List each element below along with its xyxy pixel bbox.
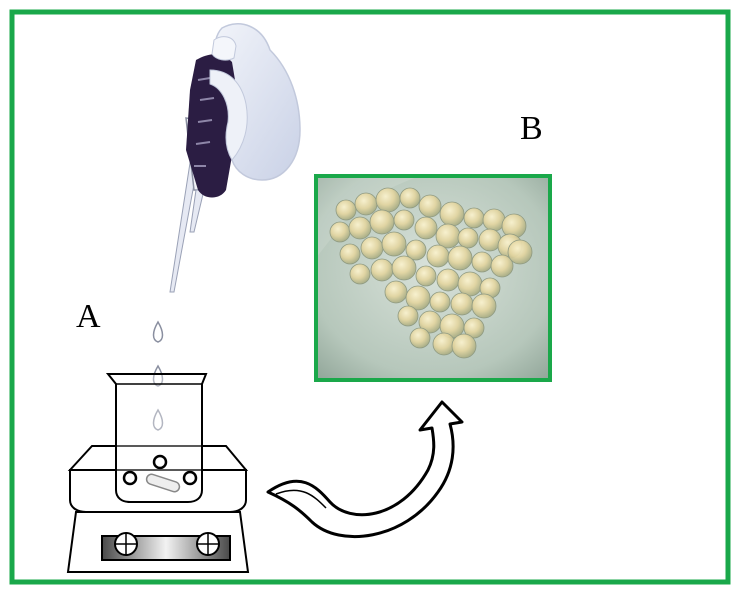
- outer-frame: [9, 9, 731, 585]
- hydrogel-bead: [348, 216, 372, 240]
- photo-frame: [314, 174, 552, 382]
- hydrogel-bead: [384, 280, 408, 304]
- hydrogel-bead: [457, 227, 479, 249]
- panel-label-a: A: [76, 298, 101, 335]
- hydrogel-bead: [447, 245, 473, 271]
- hydrogel-bead: [397, 305, 419, 327]
- hydrogel-beads: [329, 187, 533, 359]
- beaker-bead: [182, 470, 198, 486]
- hydrogel-bead: [391, 255, 417, 281]
- hydrogel-bead: [478, 228, 502, 252]
- hydrogel-bead: [432, 332, 456, 356]
- hydrogel-bead: [463, 317, 485, 339]
- hydrogel-bead: [393, 209, 415, 231]
- beaker-bead: [152, 454, 168, 470]
- hydrogel-bead: [399, 187, 421, 209]
- beads-photo: [314, 174, 552, 382]
- hydrogel-bead: [450, 292, 474, 316]
- beaker-icon: [105, 373, 208, 503]
- stirrer-right-knob: [196, 532, 220, 556]
- hydrogel-bead: [457, 271, 483, 297]
- hydrogel-bead: [439, 201, 465, 227]
- hydrogel-bead: [471, 251, 493, 273]
- stirrer-left-knob: [114, 532, 138, 556]
- hydrogel-bead: [329, 221, 351, 243]
- hydrogel-bead: [339, 243, 361, 265]
- hydrogel-bead: [409, 327, 431, 349]
- stir-bar: [145, 473, 181, 493]
- hydrogel-bead: [436, 268, 460, 292]
- curved-arrow-icon: [266, 400, 464, 539]
- hydrogel-bead: [418, 194, 442, 218]
- gloved-hand-pipette-icon: [169, 23, 301, 293]
- hydrogel-bead: [463, 207, 485, 229]
- hydrogel-bead: [381, 231, 407, 257]
- hydrogel-bead: [414, 216, 438, 240]
- hydrogel-bead: [354, 192, 378, 216]
- hydrogel-bead: [507, 239, 533, 265]
- hydrogel-bead: [369, 209, 395, 235]
- hydrogel-bead: [405, 239, 427, 261]
- hydrogel-bead: [405, 285, 431, 311]
- hydrogel-bead: [335, 199, 357, 221]
- hydrogel-bead: [471, 293, 497, 319]
- hydrogel-bead: [451, 333, 477, 359]
- hydrogel-bead: [490, 254, 514, 278]
- hydrogel-bead: [370, 258, 394, 282]
- hydrogel-bead: [375, 187, 401, 213]
- hydrogel-bead: [360, 236, 384, 260]
- hydrogel-bead: [429, 291, 451, 313]
- beaker-bead: [122, 470, 138, 486]
- hydrogel-bead: [482, 208, 506, 232]
- hydrogel-bead: [426, 244, 450, 268]
- droplets: [152, 320, 164, 431]
- hydrogel-bead: [349, 263, 371, 285]
- panel-label-b: B: [520, 110, 543, 147]
- hydrogel-bead: [435, 223, 461, 249]
- droplet-1: [152, 320, 164, 343]
- droplet-3: [152, 408, 164, 431]
- hydrogel-bead: [415, 265, 437, 287]
